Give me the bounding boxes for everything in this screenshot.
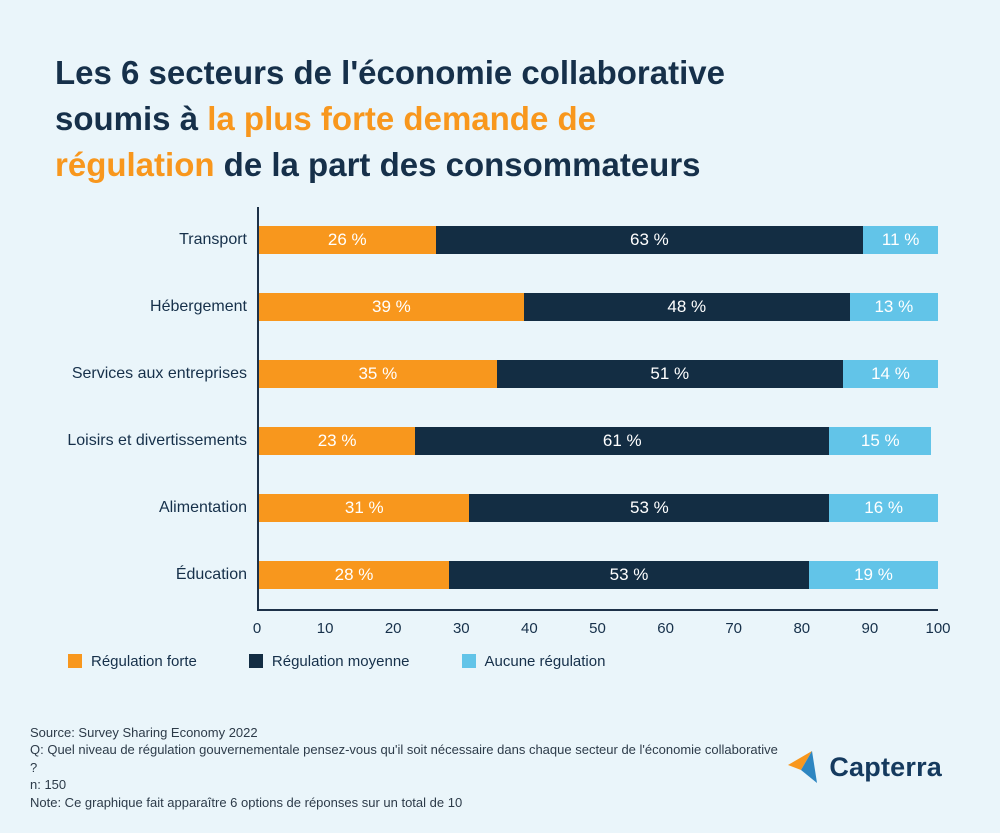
bar-segment: 16 % bbox=[829, 494, 938, 523]
capterra-wordmark: Capterra bbox=[829, 751, 942, 782]
bar-segment: 35 % bbox=[259, 360, 497, 389]
stacked-bar: 26 % 63 % 11 % bbox=[259, 226, 938, 255]
x-axis-tick-label: 40 bbox=[521, 619, 538, 637]
segment-value-label: 11 % bbox=[881, 230, 920, 250]
bar-segment: 31 % bbox=[259, 494, 470, 523]
category-labels: Transport Hébergement Services aux entrepr… bbox=[30, 207, 257, 641]
question-line: Q: Quel niveau de régulation gouvernemen… bbox=[30, 742, 778, 775]
stacked-bar: 31 % 53 % 16 % bbox=[259, 494, 938, 523]
x-axis-tick-label: 60 bbox=[657, 619, 674, 637]
category-label: Hébergement bbox=[150, 298, 247, 316]
segment-value-label: 39 % bbox=[372, 297, 411, 317]
x-axis-tick-label: 20 bbox=[384, 619, 402, 637]
segment-value-label: 28 % bbox=[334, 565, 374, 585]
title-line2-highlight: la plus forte demande de bbox=[207, 100, 596, 138]
stacked-bar-chart: Transport Hébergement Services aux entrepr… bbox=[30, 206, 960, 641]
chart-row: 35 % 51 % 14 % bbox=[259, 341, 938, 408]
category-label: Services aux entreprises bbox=[71, 365, 247, 383]
plot-area: 26 % 63 % 11 % 39 % 48 % 13 % 35 % 51 % 14 % 23 %… bbox=[253, 206, 951, 641]
legend-item: Régulation moyenne bbox=[248, 652, 410, 670]
legend-label: Aucune régulation bbox=[484, 652, 606, 670]
x-axis-tick-label: 70 bbox=[725, 619, 743, 637]
bar-segment: 51 % bbox=[496, 360, 843, 389]
source-line: Source: Survey Sharing Economy 2022 bbox=[30, 724, 258, 740]
segment-value-label: 35 % bbox=[358, 364, 398, 384]
segment-value-label: 61 % bbox=[602, 431, 642, 451]
legend-swatch bbox=[461, 654, 476, 669]
title-line1: Les 6 secteurs de l'économie collaborati… bbox=[55, 54, 725, 91]
footer-text: Source: Survey Sharing Economy 2022 Q: Q… bbox=[30, 724, 780, 812]
bar-segment: 39 % bbox=[259, 293, 524, 322]
bar-segment: 61 % bbox=[415, 427, 830, 456]
bar-segment: 28 % bbox=[259, 561, 450, 590]
legend-swatch bbox=[248, 654, 263, 669]
segment-value-label: 14 % bbox=[871, 364, 910, 384]
x-axis-tick-label: 50 bbox=[589, 619, 606, 637]
chart-legend: Régulation forte Régulation moyenne Aucune… bbox=[68, 653, 960, 670]
bar-segment: 53 % bbox=[449, 561, 809, 590]
chart-row: 28 % 53 % 19 % bbox=[259, 542, 938, 609]
legend-swatch bbox=[68, 654, 82, 669]
bar-segment: 48 % bbox=[523, 293, 850, 322]
bars-area: 26 % 63 % 11 % 39 % 48 % 13 % 35 % 51 % 14 % 23 %… bbox=[257, 206, 938, 611]
x-axis-tick-label: 10 bbox=[316, 619, 334, 637]
x-axis-tick-label: 100 bbox=[925, 619, 951, 637]
capterra-logo: Capterra bbox=[787, 750, 942, 784]
stacked-bar: 35 % 51 % 14 % bbox=[259, 360, 938, 389]
segment-value-label: 16 % bbox=[864, 498, 904, 518]
segment-value-label: 48 % bbox=[667, 297, 707, 317]
sample-size-line: n: 150 bbox=[30, 777, 67, 793]
footer: Source: Survey Sharing Economy 2022 Q: Q… bbox=[30, 724, 960, 812]
bar-segment: 11 % bbox=[863, 226, 938, 255]
legend-item: Aucune régulation bbox=[461, 652, 606, 670]
category-label: Alimentation bbox=[158, 499, 247, 517]
x-axis-tick-label: 30 bbox=[452, 619, 470, 637]
category-label: Éducation bbox=[175, 566, 247, 584]
segment-value-label: 23 % bbox=[317, 431, 357, 451]
chart-row: 39 % 48 % 13 % bbox=[259, 274, 938, 341]
bar-segment: 23 % bbox=[259, 427, 416, 456]
title-line2-normal: soumis à bbox=[55, 100, 208, 138]
legend-label: Régulation moyenne bbox=[271, 652, 410, 670]
bar-segment: 63 % bbox=[435, 226, 864, 255]
title-line3-highlight: régulation bbox=[55, 146, 215, 184]
segment-value-label: 19 % bbox=[854, 565, 893, 585]
segment-value-label: 53 % bbox=[630, 498, 669, 518]
segment-value-label: 26 % bbox=[327, 230, 367, 250]
segment-value-label: 53 % bbox=[609, 565, 649, 585]
stacked-bar: 28 % 53 % 19 % bbox=[259, 561, 938, 590]
stacked-bar: 39 % 48 % 13 % bbox=[259, 293, 938, 322]
x-axis-tick-label: 90 bbox=[861, 619, 879, 637]
segment-value-label: 13 % bbox=[874, 297, 914, 317]
x-axis: 0 10 20 30 40 50 60 70 80 90 100 bbox=[253, 611, 951, 641]
stacked-bar: 23 % 61 % 15 % bbox=[259, 427, 938, 456]
page-title: Les 6 secteurs de l'économie collaborati… bbox=[55, 50, 960, 189]
chart-row: 26 % 63 % 11 % bbox=[259, 207, 938, 274]
x-axis-tick-label: 0 bbox=[252, 619, 262, 637]
bar-segment: 14 % bbox=[842, 360, 938, 389]
segment-value-label: 15 % bbox=[860, 431, 900, 451]
segment-value-label: 51 % bbox=[650, 364, 690, 384]
bar-segment: 15 % bbox=[829, 427, 932, 456]
bar-segment: 13 % bbox=[849, 293, 938, 322]
bar-segment: 26 % bbox=[259, 226, 436, 255]
title-line3-normal: de la part des consommateurs bbox=[214, 146, 701, 184]
x-axis-tick-label: 80 bbox=[793, 619, 811, 637]
legend-label: Régulation forte bbox=[91, 652, 197, 670]
category-label: Transport bbox=[179, 231, 247, 249]
bar-segment: 53 % bbox=[469, 494, 830, 523]
capterra-logo-icon bbox=[788, 751, 818, 784]
note-line: Note: Ce graphique fait apparaître 6 opt… bbox=[30, 794, 463, 810]
segment-value-label: 63 % bbox=[630, 230, 669, 250]
chart-row: 31 % 53 % 16 % bbox=[259, 475, 938, 542]
segment-value-label: 31 % bbox=[344, 498, 384, 518]
category-label: Loisirs et divertissements bbox=[67, 432, 247, 450]
legend-item: Régulation forte bbox=[68, 653, 197, 670]
bar-segment: 19 % bbox=[808, 561, 938, 590]
chart-row: 23 % 61 % 15 % bbox=[259, 408, 938, 475]
